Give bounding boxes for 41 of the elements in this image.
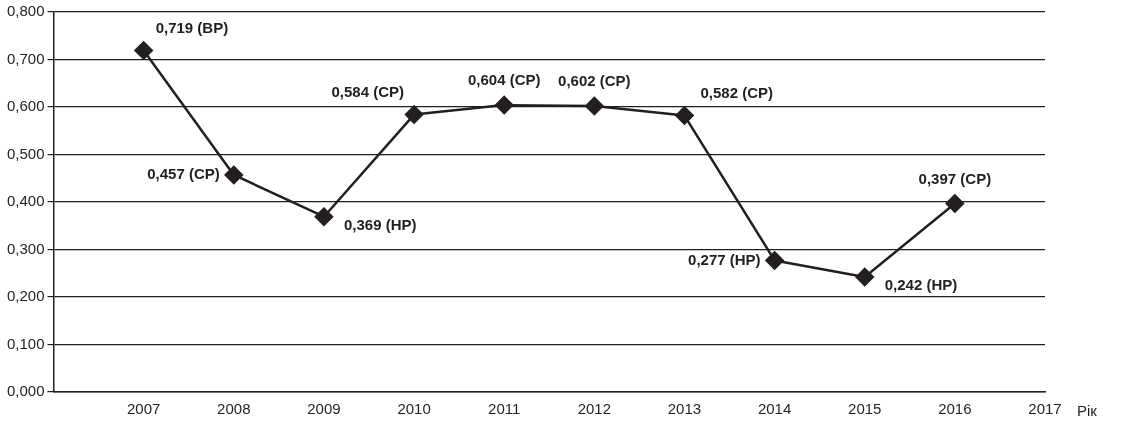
data-label: 0,457 (СР) — [147, 165, 220, 183]
y-tick-label: 0,600 — [6, 97, 45, 115]
x-tick-label: 2009 — [307, 400, 341, 418]
data-label: 0,397 (СР) — [918, 169, 992, 187]
y-tick-label: 0,800 — [6, 2, 45, 20]
y-tick-label: 0,100 — [6, 334, 45, 352]
x-tick-label: 2015 — [848, 400, 882, 418]
y-tick-label: 0,000 — [6, 382, 45, 400]
point — [134, 41, 153, 60]
x-tick-label: 2016 — [938, 400, 972, 418]
y-tick-label: 0,700 — [6, 49, 45, 67]
x-tick-label: 2008 — [217, 400, 251, 418]
x-tick-label: 2017 — [1028, 400, 1062, 418]
x-tick-label: 2010 — [397, 400, 431, 418]
point — [494, 95, 514, 115]
y-tick-label: 0,500 — [6, 144, 45, 162]
data-label: 0,277 (НР) — [688, 250, 761, 268]
data-label: 0,604 (СР) — [467, 71, 541, 89]
point — [585, 96, 604, 116]
data-label: 0,584 (СР) — [331, 82, 405, 100]
data-label: 0,242 (НР) — [884, 276, 958, 294]
point — [675, 106, 694, 125]
x-tick-label: 2011 — [488, 400, 521, 418]
point — [945, 194, 965, 213]
x-tick-label: 2007 — [126, 400, 161, 418]
data-label: 0,602 (СР) — [558, 72, 631, 90]
y-tick-label: 0,400 — [6, 192, 45, 210]
point — [855, 267, 874, 287]
point — [404, 105, 424, 124]
y-tick-label: 0,200 — [6, 287, 45, 305]
point — [224, 165, 244, 185]
x-axis-title: Рік — [1077, 402, 1098, 420]
point — [314, 207, 334, 226]
point — [765, 251, 784, 270]
x-tick-label: 2013 — [667, 400, 702, 418]
y-tick-label: 0,300 — [6, 239, 45, 257]
data-label: 0,582 (СР) — [700, 83, 774, 101]
data-label: 0,369 (НР) — [343, 215, 417, 233]
x-tick-label: 2014 — [757, 400, 792, 418]
x-tick-label: 2012 — [577, 400, 612, 418]
data-label: 0,719 (ВР) — [155, 18, 229, 36]
